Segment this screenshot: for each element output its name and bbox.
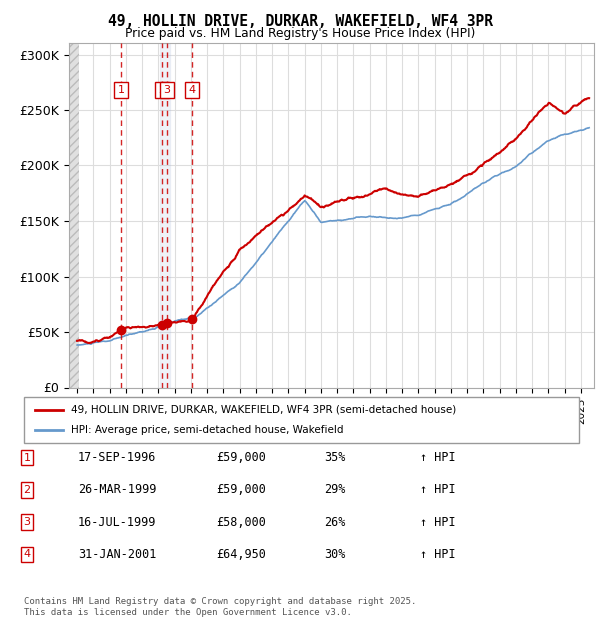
Text: 16-JUL-1999: 16-JUL-1999 bbox=[78, 516, 157, 528]
Text: 26-MAR-1999: 26-MAR-1999 bbox=[78, 484, 157, 496]
Text: 2: 2 bbox=[158, 85, 166, 95]
Text: 30%: 30% bbox=[324, 548, 346, 560]
Text: 17-SEP-1996: 17-SEP-1996 bbox=[78, 451, 157, 464]
Text: £58,000: £58,000 bbox=[216, 516, 266, 528]
Text: ↑ HPI: ↑ HPI bbox=[420, 484, 455, 496]
Text: £59,000: £59,000 bbox=[216, 484, 266, 496]
Text: ↑ HPI: ↑ HPI bbox=[420, 451, 455, 464]
Text: £59,000: £59,000 bbox=[216, 451, 266, 464]
Text: 3: 3 bbox=[164, 85, 170, 95]
Bar bbox=[69, 43, 79, 388]
Text: 3: 3 bbox=[23, 517, 31, 527]
Bar bbox=[160, 43, 170, 388]
Text: £64,950: £64,950 bbox=[216, 548, 266, 560]
Text: 49, HOLLIN DRIVE, DURKAR, WAKEFIELD, WF4 3PR: 49, HOLLIN DRIVE, DURKAR, WAKEFIELD, WF4… bbox=[107, 14, 493, 29]
Text: HPI: Average price, semi-detached house, Wakefield: HPI: Average price, semi-detached house,… bbox=[71, 425, 344, 435]
Text: 1: 1 bbox=[118, 85, 125, 95]
Text: 31-JAN-2001: 31-JAN-2001 bbox=[78, 548, 157, 560]
Text: 4: 4 bbox=[23, 549, 31, 559]
Text: Price paid vs. HM Land Registry's House Price Index (HPI): Price paid vs. HM Land Registry's House … bbox=[125, 27, 475, 40]
Text: 2: 2 bbox=[23, 485, 31, 495]
FancyBboxPatch shape bbox=[24, 397, 579, 443]
Text: 26%: 26% bbox=[324, 516, 346, 528]
Text: 35%: 35% bbox=[324, 451, 346, 464]
Text: 4: 4 bbox=[188, 85, 196, 95]
Text: 49, HOLLIN DRIVE, DURKAR, WAKEFIELD, WF4 3PR (semi-detached house): 49, HOLLIN DRIVE, DURKAR, WAKEFIELD, WF4… bbox=[71, 405, 457, 415]
Text: 1: 1 bbox=[23, 453, 31, 463]
Text: 29%: 29% bbox=[324, 484, 346, 496]
Text: Contains HM Land Registry data © Crown copyright and database right 2025.
This d: Contains HM Land Registry data © Crown c… bbox=[24, 598, 416, 617]
Text: ↑ HPI: ↑ HPI bbox=[420, 516, 455, 528]
Text: ↑ HPI: ↑ HPI bbox=[420, 548, 455, 560]
